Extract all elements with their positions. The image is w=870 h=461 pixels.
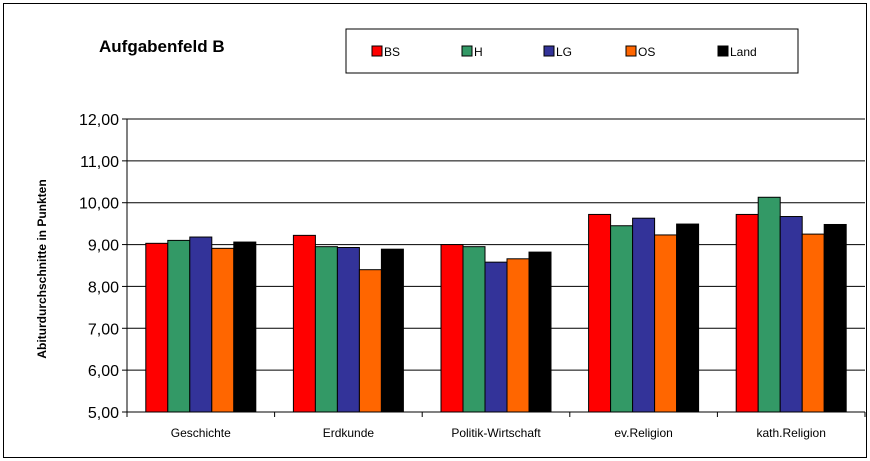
bar-os-1 [358,269,382,413]
bar-os-3 [654,234,678,413]
x-tick-label: ev.Religion [614,426,672,440]
y-tick-label: 11,00 [80,154,119,171]
bar-land-1 [380,248,404,413]
axes [126,119,866,417]
x-tick-label: Politik-Wirtschaft [451,426,541,440]
bar-land-0 [233,241,257,413]
x-tick-labels: Geschichte Erdkunde Politik-Wirtschaft ev.R… [171,426,826,440]
bar-bs-0 [145,242,169,413]
bar-h-1 [314,246,338,413]
legend-label-os: OS [638,45,655,59]
legend-swatch-os [625,45,637,57]
bar-os-0 [211,247,235,413]
legend-swatch-bs [371,45,383,57]
chart-frame: Aufgabenfeld B BS H LG OS Land Abiturdurchsc… [3,3,867,458]
y-tick-label: 6,00 [88,363,119,380]
y-axis-label: Abiturdurchschnitte in Punkten [35,179,49,358]
bar-lg-1 [336,247,360,413]
bar-lg-4 [779,216,803,413]
legend-label-lg: LG [556,45,572,59]
bar-h-2 [462,246,486,413]
legend-label-land: Land [730,45,757,59]
bar-bs-3 [588,213,612,413]
bar-os-4 [801,233,825,413]
y-tick-labels: 5,00 6,00 7,00 8,00 9,00 10,00 11,00 12,00 [79,112,119,422]
bar-land-3 [676,223,700,413]
bar-land-4 [823,223,847,413]
bar-bs-2 [440,244,464,413]
x-tick-label: Geschichte [171,426,231,440]
bar-lg-3 [632,217,656,413]
bar-h-0 [167,239,191,413]
legend-swatch-land [717,45,729,57]
legend-swatch-lg [543,45,555,57]
bars [145,196,847,413]
chart-title: Aufgabenfeld B [99,37,225,56]
legend: BS H LG OS Land [345,28,799,74]
legend-label-h: H [474,45,483,59]
bar-bs-4 [735,213,759,413]
x-tick-label: Erdkunde [323,426,375,440]
bar-chart: Aufgabenfeld B BS H LG OS Land Abiturdurchsc… [35,28,866,440]
y-tick-label: 5,00 [88,405,119,422]
bar-h-4 [757,196,781,413]
bar-lg-2 [484,261,508,413]
bar-os-2 [506,258,530,413]
bar-h-3 [610,225,634,413]
legend-label-bs: BS [384,45,400,59]
y-tick-label: 7,00 [88,321,119,338]
bar-land-2 [528,251,552,413]
y-tick-label: 8,00 [88,279,119,296]
legend-swatch-h [461,45,473,57]
y-tick-label: 10,00 [79,196,119,213]
y-tick-label: 9,00 [88,238,119,255]
x-tick-label: kath.Religion [757,426,826,440]
bar-bs-1 [292,234,316,413]
bar-lg-0 [189,236,213,413]
y-tick-label: 12,00 [79,112,119,129]
